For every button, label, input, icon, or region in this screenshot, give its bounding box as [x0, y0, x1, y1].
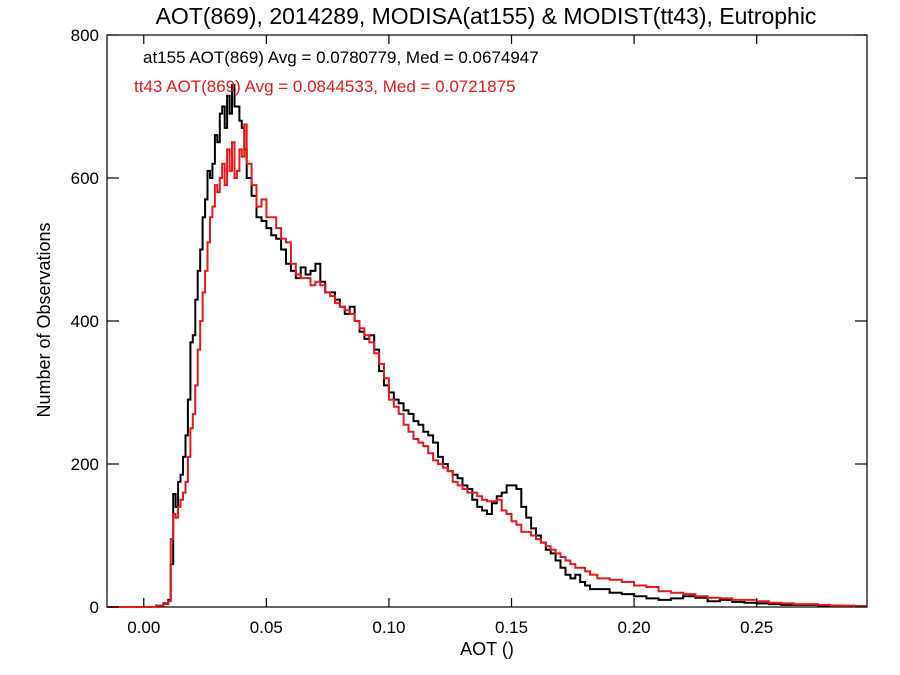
plot-area: 0.00 0.05 0.10 0.15 0.20 0.25 0 200 400 600 800	[71, 26, 868, 637]
series-line-at155	[107, 84, 867, 608]
y-tick-label: 400	[71, 312, 99, 331]
x-tick-label: 0.10	[372, 618, 405, 637]
annotation-tt43: tt43 AOT(869) Avg = 0.0844533, Med = 0.0…	[134, 77, 516, 96]
x-tick-label: 0.15	[495, 618, 528, 637]
plot-frame	[106, 34, 868, 608]
x-axis-label: AOT ()	[460, 639, 514, 659]
x-tick-label: 0.25	[740, 618, 773, 637]
chart-title: AOT(869), 2014289, MODISA(at155) & MODIS…	[156, 3, 817, 29]
x-axis-ticks: 0.00 0.05 0.10 0.15 0.20 0.25	[127, 35, 773, 637]
y-tick-label: 800	[71, 26, 99, 45]
y-axis-label: Number of Observations	[34, 222, 54, 417]
y-axis-ticks: 0 200 400 600 800	[71, 26, 867, 617]
y-tick-label: 200	[71, 455, 99, 474]
series-layer	[107, 84, 867, 608]
annotation-at155: at155 AOT(869) Avg = 0.0780779, Med = 0.…	[143, 48, 539, 67]
x-tick-label: 0.05	[250, 618, 283, 637]
y-tick-label: 600	[71, 169, 99, 188]
x-tick-label: 0.20	[618, 618, 651, 637]
y-tick-label: 0	[90, 598, 99, 617]
x-tick-label: 0.00	[127, 618, 160, 637]
series-line-tt43	[107, 123, 867, 608]
